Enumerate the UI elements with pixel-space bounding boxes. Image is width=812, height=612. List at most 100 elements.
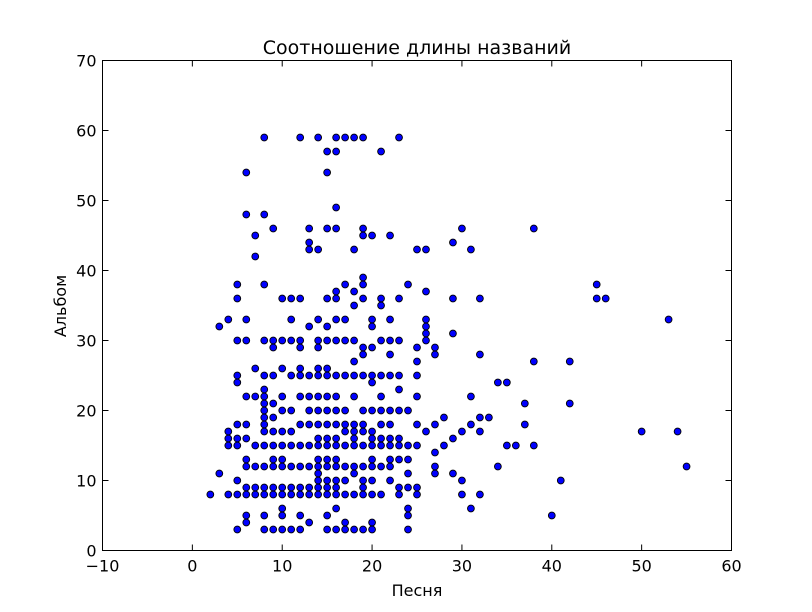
scatter-point [503, 378, 511, 387]
scatter-point [233, 378, 242, 387]
scatter-point [287, 525, 296, 534]
scatter-point [413, 483, 421, 492]
scatter-point [494, 378, 502, 387]
scatter-point [323, 455, 331, 464]
scatter-point [269, 343, 278, 352]
scatter-point [296, 441, 305, 450]
scatter-point [377, 392, 385, 401]
scatter-point [233, 336, 242, 345]
scatter-point [287, 490, 296, 499]
scatter-point [242, 168, 251, 177]
scatter-point [476, 413, 484, 422]
scatter-point [503, 441, 511, 450]
scatter-point [242, 490, 251, 499]
scatter-point [368, 434, 376, 443]
scatter-point [332, 203, 340, 212]
scatter-point [287, 406, 296, 415]
x-tick-label: 40 [542, 557, 562, 576]
scatter-point [368, 518, 376, 527]
x-tick-label: 10 [272, 557, 292, 576]
scatter-point [305, 322, 314, 331]
scatter-point [395, 133, 403, 142]
scatter-point [359, 273, 367, 282]
scatter-point [260, 441, 269, 450]
scatter-point [350, 371, 358, 380]
scatter-point [305, 245, 314, 254]
scatter-point [305, 483, 314, 492]
plot-frame [102, 60, 732, 551]
scatter-point [440, 413, 448, 422]
scatter-point [233, 525, 242, 534]
scatter-point [422, 315, 430, 324]
scatter-point [350, 133, 358, 142]
scatter-point [440, 441, 448, 450]
scatter-point [251, 392, 260, 401]
scatter-point [520, 420, 529, 429]
scatter-point [350, 245, 358, 254]
scatter-point [251, 490, 260, 499]
scatter-point [413, 490, 421, 499]
scatter-point [296, 420, 305, 429]
scatter-point [386, 462, 394, 471]
scatter-point [449, 329, 457, 338]
scatter-point [269, 455, 278, 464]
scatter-point [260, 490, 269, 499]
scatter-point [664, 315, 673, 324]
scatter-point [413, 441, 421, 450]
scatter-point [323, 364, 331, 373]
scatter-point [242, 434, 251, 443]
y-tick-label: 40 [76, 262, 96, 281]
scatter-point [314, 420, 323, 429]
x-tick-label: 0 [187, 557, 197, 576]
scatter-point [269, 413, 278, 422]
scatter-point [332, 371, 340, 380]
scatter-point [395, 294, 403, 303]
scatter-point [278, 392, 287, 401]
scatter-point [368, 343, 376, 352]
scatter-point [323, 525, 331, 534]
scatter-point [341, 490, 349, 499]
scatter-point [511, 441, 520, 450]
scatter-point [359, 490, 367, 499]
scatter-point [242, 210, 251, 219]
scatter-point [314, 371, 323, 380]
scatter-point [431, 420, 439, 429]
scatter-point [359, 462, 367, 471]
scatter-point [260, 420, 269, 429]
scatter-point [314, 483, 323, 492]
scatter-point [413, 343, 421, 352]
scatter-point [332, 420, 340, 429]
scatter-point [251, 441, 260, 450]
scatter-point [278, 490, 287, 499]
scatter-point [359, 406, 367, 415]
scatter-point [305, 238, 314, 247]
scatter-point [224, 490, 233, 499]
scatter-point [368, 315, 376, 324]
scatter-point [296, 336, 305, 345]
scatter-point [314, 490, 323, 499]
scatter-point [296, 371, 305, 380]
scatter-point [269, 462, 278, 471]
y-tick-label: 60 [76, 122, 96, 141]
scatter-point [269, 483, 278, 492]
scatter-point [233, 371, 242, 380]
scatter-point [278, 483, 287, 492]
scatter-point [242, 462, 251, 471]
scatter-point [341, 406, 349, 415]
scatter-point [422, 322, 430, 331]
x-tick-label: −10 [86, 557, 120, 576]
scatter-point [323, 490, 331, 499]
scatter-point [206, 490, 215, 499]
scatter-point [314, 462, 323, 471]
scatter-point [386, 441, 394, 450]
scatter-point [350, 469, 358, 478]
scatter-point [224, 434, 233, 443]
scatter-point [395, 385, 403, 394]
scatter-point [260, 399, 269, 408]
scatter-point [296, 343, 305, 352]
scatter-point [359, 420, 367, 429]
y-tick-label: 70 [76, 52, 96, 71]
scatter-point [341, 133, 349, 142]
scatter-point [278, 462, 287, 471]
scatter-point [431, 343, 439, 352]
